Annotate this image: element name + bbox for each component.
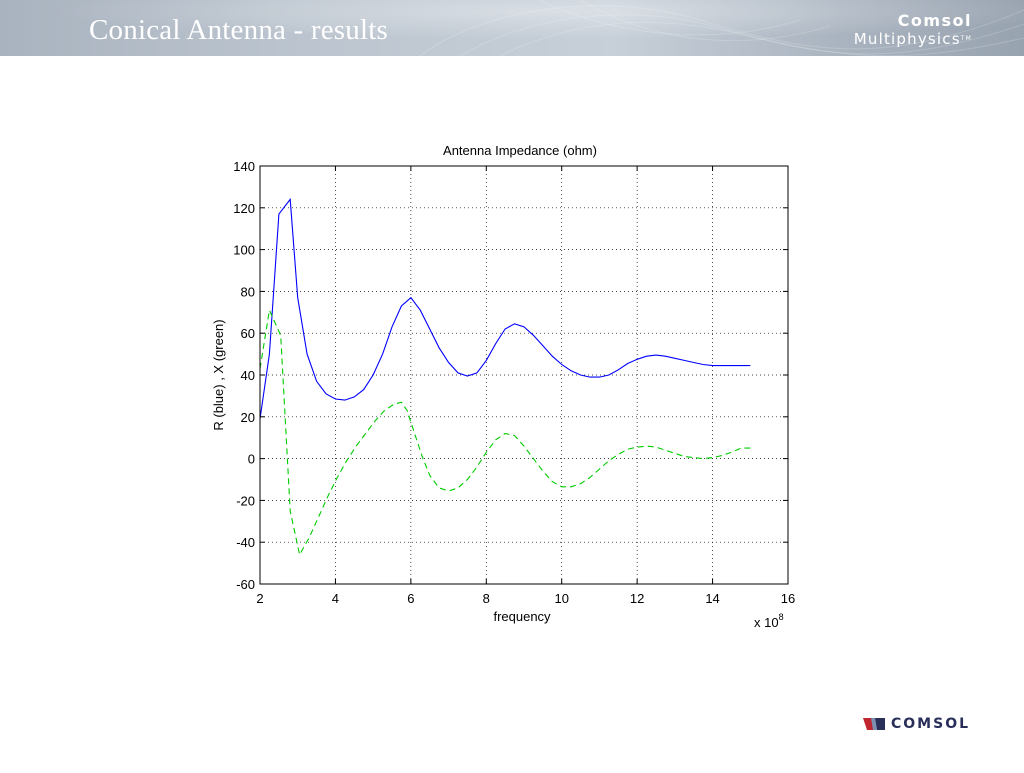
y-axis-label: R (blue) , X (green) xyxy=(211,319,226,430)
y-tick-label: 40 xyxy=(241,368,255,383)
y-tick-label: 100 xyxy=(233,243,255,258)
x-tick-label: 16 xyxy=(781,591,795,606)
comsol-logo-mark-icon xyxy=(863,718,885,730)
footer-logo: COMSOL xyxy=(863,713,970,735)
x-tick-label: 6 xyxy=(407,591,414,606)
slide-title: Conical Antenna - results xyxy=(89,14,388,46)
y-tick-label: 0 xyxy=(248,452,255,467)
y-tick-label: 60 xyxy=(241,326,255,341)
y-tick-label: 140 xyxy=(233,159,255,174)
x-axis-multiplier-exponent: 8 xyxy=(779,612,784,622)
y-tick-label: -20 xyxy=(236,493,255,508)
slide-header: Conical Antenna - results Comsol Multiph… xyxy=(0,0,1024,56)
brand-product-text: Multiphysics xyxy=(853,30,961,48)
brand-name: Comsol xyxy=(897,11,972,30)
header-swirl-decoration xyxy=(0,0,1024,56)
y-tick-label: -60 xyxy=(236,577,255,592)
x-tick-label: 2 xyxy=(256,591,263,606)
brand-product: MultiphysicsTM xyxy=(854,31,972,47)
x-axis-multiplier-base: x 10 xyxy=(754,615,779,630)
y-tick-label: 20 xyxy=(241,410,255,425)
x-tick-label: 10 xyxy=(554,591,568,606)
series-line-x xyxy=(259,308,751,557)
brand-logo-top: Comsol MultiphysicsTM xyxy=(854,11,972,47)
y-tick-label: 120 xyxy=(233,201,255,216)
grid-layer xyxy=(260,166,788,584)
footer-brand-name: COMSOL xyxy=(891,716,971,732)
series-line-r xyxy=(259,197,751,419)
series-layer xyxy=(259,197,751,557)
x-tick-label: 14 xyxy=(705,591,719,606)
x-tick-label: 8 xyxy=(483,591,490,606)
x-axis-label: frequency xyxy=(493,609,551,624)
y-tick-label: -40 xyxy=(236,535,255,550)
x-tick-label: 12 xyxy=(630,591,644,606)
brand-trademark: TM xyxy=(960,35,972,42)
x-axis-multiplier: x 108 xyxy=(754,612,784,630)
chart-title: Antenna Impedance (ohm) xyxy=(443,143,597,158)
y-tick-label: 80 xyxy=(241,284,255,299)
tick-layer: 2 4 6 8 10 12 14 16 140 120 100 80 60 40 20 0 -20 -40 -60 xyxy=(233,159,795,606)
x-tick-label: 4 xyxy=(332,591,339,606)
